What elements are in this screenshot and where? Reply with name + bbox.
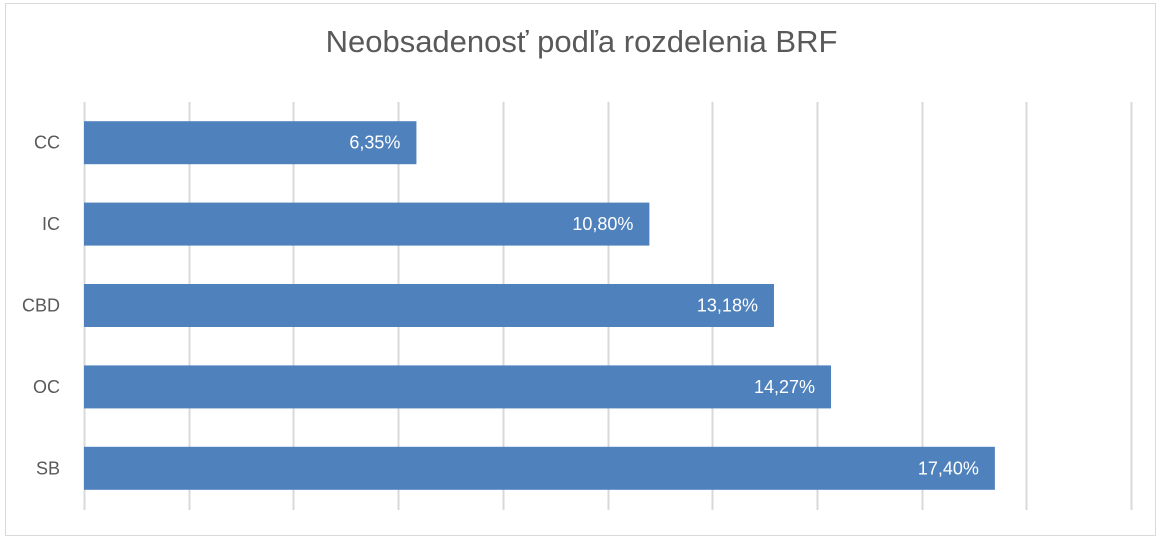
data-label-sb: 17,40%: [918, 458, 979, 478]
data-label-ic: 10,80%: [572, 214, 633, 234]
category-label-cbd: CBD: [22, 296, 60, 316]
category-label-oc: OC: [33, 377, 60, 397]
category-label-sb: SB: [36, 458, 60, 478]
chart-title: Neobsadenosť podľa rozdelenia BRF: [325, 24, 838, 59]
data-label-cc: 6,35%: [349, 133, 400, 153]
category-label-ic: IC: [42, 214, 60, 234]
bar-cc: [84, 121, 417, 165]
bar-sb: [84, 446, 995, 490]
data-label-oc: 14,27%: [754, 377, 815, 397]
data-label-cbd: 13,18%: [697, 296, 758, 316]
bar-cbd: [84, 284, 774, 327]
bar-oc: [84, 365, 832, 409]
bar-ic: [84, 202, 650, 246]
category-label-cc: CC: [34, 133, 60, 153]
